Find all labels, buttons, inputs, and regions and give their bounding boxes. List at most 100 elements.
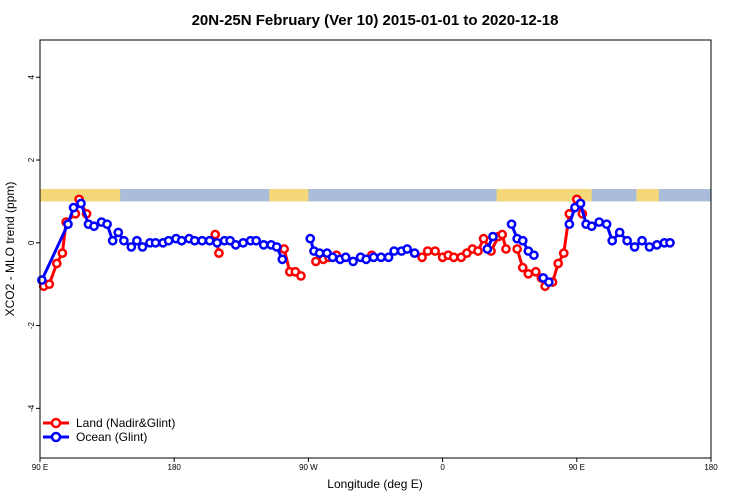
data-point-land [279,244,290,254]
x-tick-label: 180 [168,463,182,472]
data-point-ocean [614,227,625,238]
legend-label-ocean: Ocean (Glint) [76,430,147,444]
data-point-ocean [402,244,413,254]
data-point-ocean [361,254,372,265]
data-point-ocean [327,252,338,263]
data-point-land [430,246,440,256]
data-point-land [214,248,224,258]
data-point-land [422,246,433,256]
data-point-land [501,244,511,254]
data-point-ocean [230,240,241,250]
data-point-land [57,248,68,258]
data-point-ocean [637,235,647,246]
data-point-ocean [575,198,586,209]
data-point-ocean [271,242,282,252]
chart-title: 20N-25N February (Ver 10) 2015-01-01 to … [192,12,559,29]
data-point-ocean [68,202,79,213]
data-point-ocean [63,219,73,230]
data-point-ocean [238,237,249,248]
series-line-land [43,197,88,288]
data-point-ocean [113,227,124,238]
data-point-ocean [376,252,386,263]
data-point-ocean [163,235,174,246]
data-point-land [517,262,528,273]
data-point-land [512,244,523,254]
data-point-land [553,258,564,269]
data-point-ocean [102,219,112,230]
data-point-land [523,268,534,279]
data-point-land [448,252,459,263]
data-point-land [44,279,55,290]
data-point-ocean [119,235,129,246]
data-point-land [210,229,221,240]
data-point-ocean [258,240,269,250]
data-point-ocean [607,235,618,246]
y-tick-label: 0 [27,240,36,245]
data-point-land [558,248,569,258]
data-point-land [417,252,427,263]
data-point-ocean [76,198,86,209]
data-point-ocean [197,235,208,246]
data-point-ocean [305,233,316,244]
y-tick-label: 2 [27,157,36,162]
data-point-ocean [277,254,288,265]
data-point-ocean [176,235,187,246]
plot-frame [39,39,712,459]
data-point-ocean [383,252,394,263]
legend-label-land: Land (Nadir&Glint) [76,416,175,430]
y-tick-label: -2 [27,321,36,329]
y-axis: -4 -2 0 2 4 [27,74,40,412]
data-point-ocean [314,248,325,258]
data-point-ocean [652,240,662,250]
data-point-ocean [622,235,632,246]
data-point-land [497,229,508,240]
data-point-ocean [368,252,379,263]
x-tick-label: 180 [704,463,718,472]
x-tick-label: 0 [440,463,445,472]
map-land-region [269,188,309,202]
data-point-ocean [348,256,358,267]
data-point-ocean [150,237,161,248]
data-point-ocean [37,275,47,285]
data-point-ocean [389,246,399,256]
map-strip [40,188,711,202]
data-point-ocean [340,252,351,263]
data-point-ocean [189,235,200,246]
data-point-ocean [594,217,605,227]
data-point-ocean [629,242,640,252]
y-axis-label: XCO2 - MLO trend (ppm) [3,182,17,317]
data-point-land [473,246,483,256]
data-point-ocean [409,248,420,258]
data-point-ocean [488,231,498,242]
data-point-land [311,256,321,267]
data-point-ocean [506,219,517,230]
data-point-land [530,266,541,277]
x-axis: 90 E 180 90 W 0 90 E 180 [32,458,718,472]
x-axis-label: Longitude (deg E) [327,477,422,491]
data-point-ocean [107,235,118,246]
data-point-ocean [89,221,99,232]
data-point-land [296,271,306,281]
data-point-ocean [126,242,137,252]
x-tick-label: 90 W [299,463,318,472]
data-point-ocean [529,250,539,261]
y-tick-label: -4 [27,404,36,412]
x-tick-label: 90 E [32,463,48,472]
data-point-ocean [517,235,528,246]
data-point-ocean [564,219,575,230]
legend: Land (Nadir&Glint) Ocean (Glint) [43,416,175,444]
data-point-ocean [132,235,142,246]
map-land-region [636,188,659,202]
legend-marker-land [50,417,62,429]
map-ocean-band [40,188,711,202]
data-point-ocean [586,221,597,232]
data-point-ocean [137,242,148,252]
y-tick-label: 4 [27,74,36,79]
data-point-ocean [543,277,554,287]
data-point-ocean [665,237,675,248]
data-point-ocean [482,244,493,254]
x-tick-label: 90 E [569,463,585,472]
series-layer [37,194,675,292]
legend-marker-ocean [50,431,62,443]
